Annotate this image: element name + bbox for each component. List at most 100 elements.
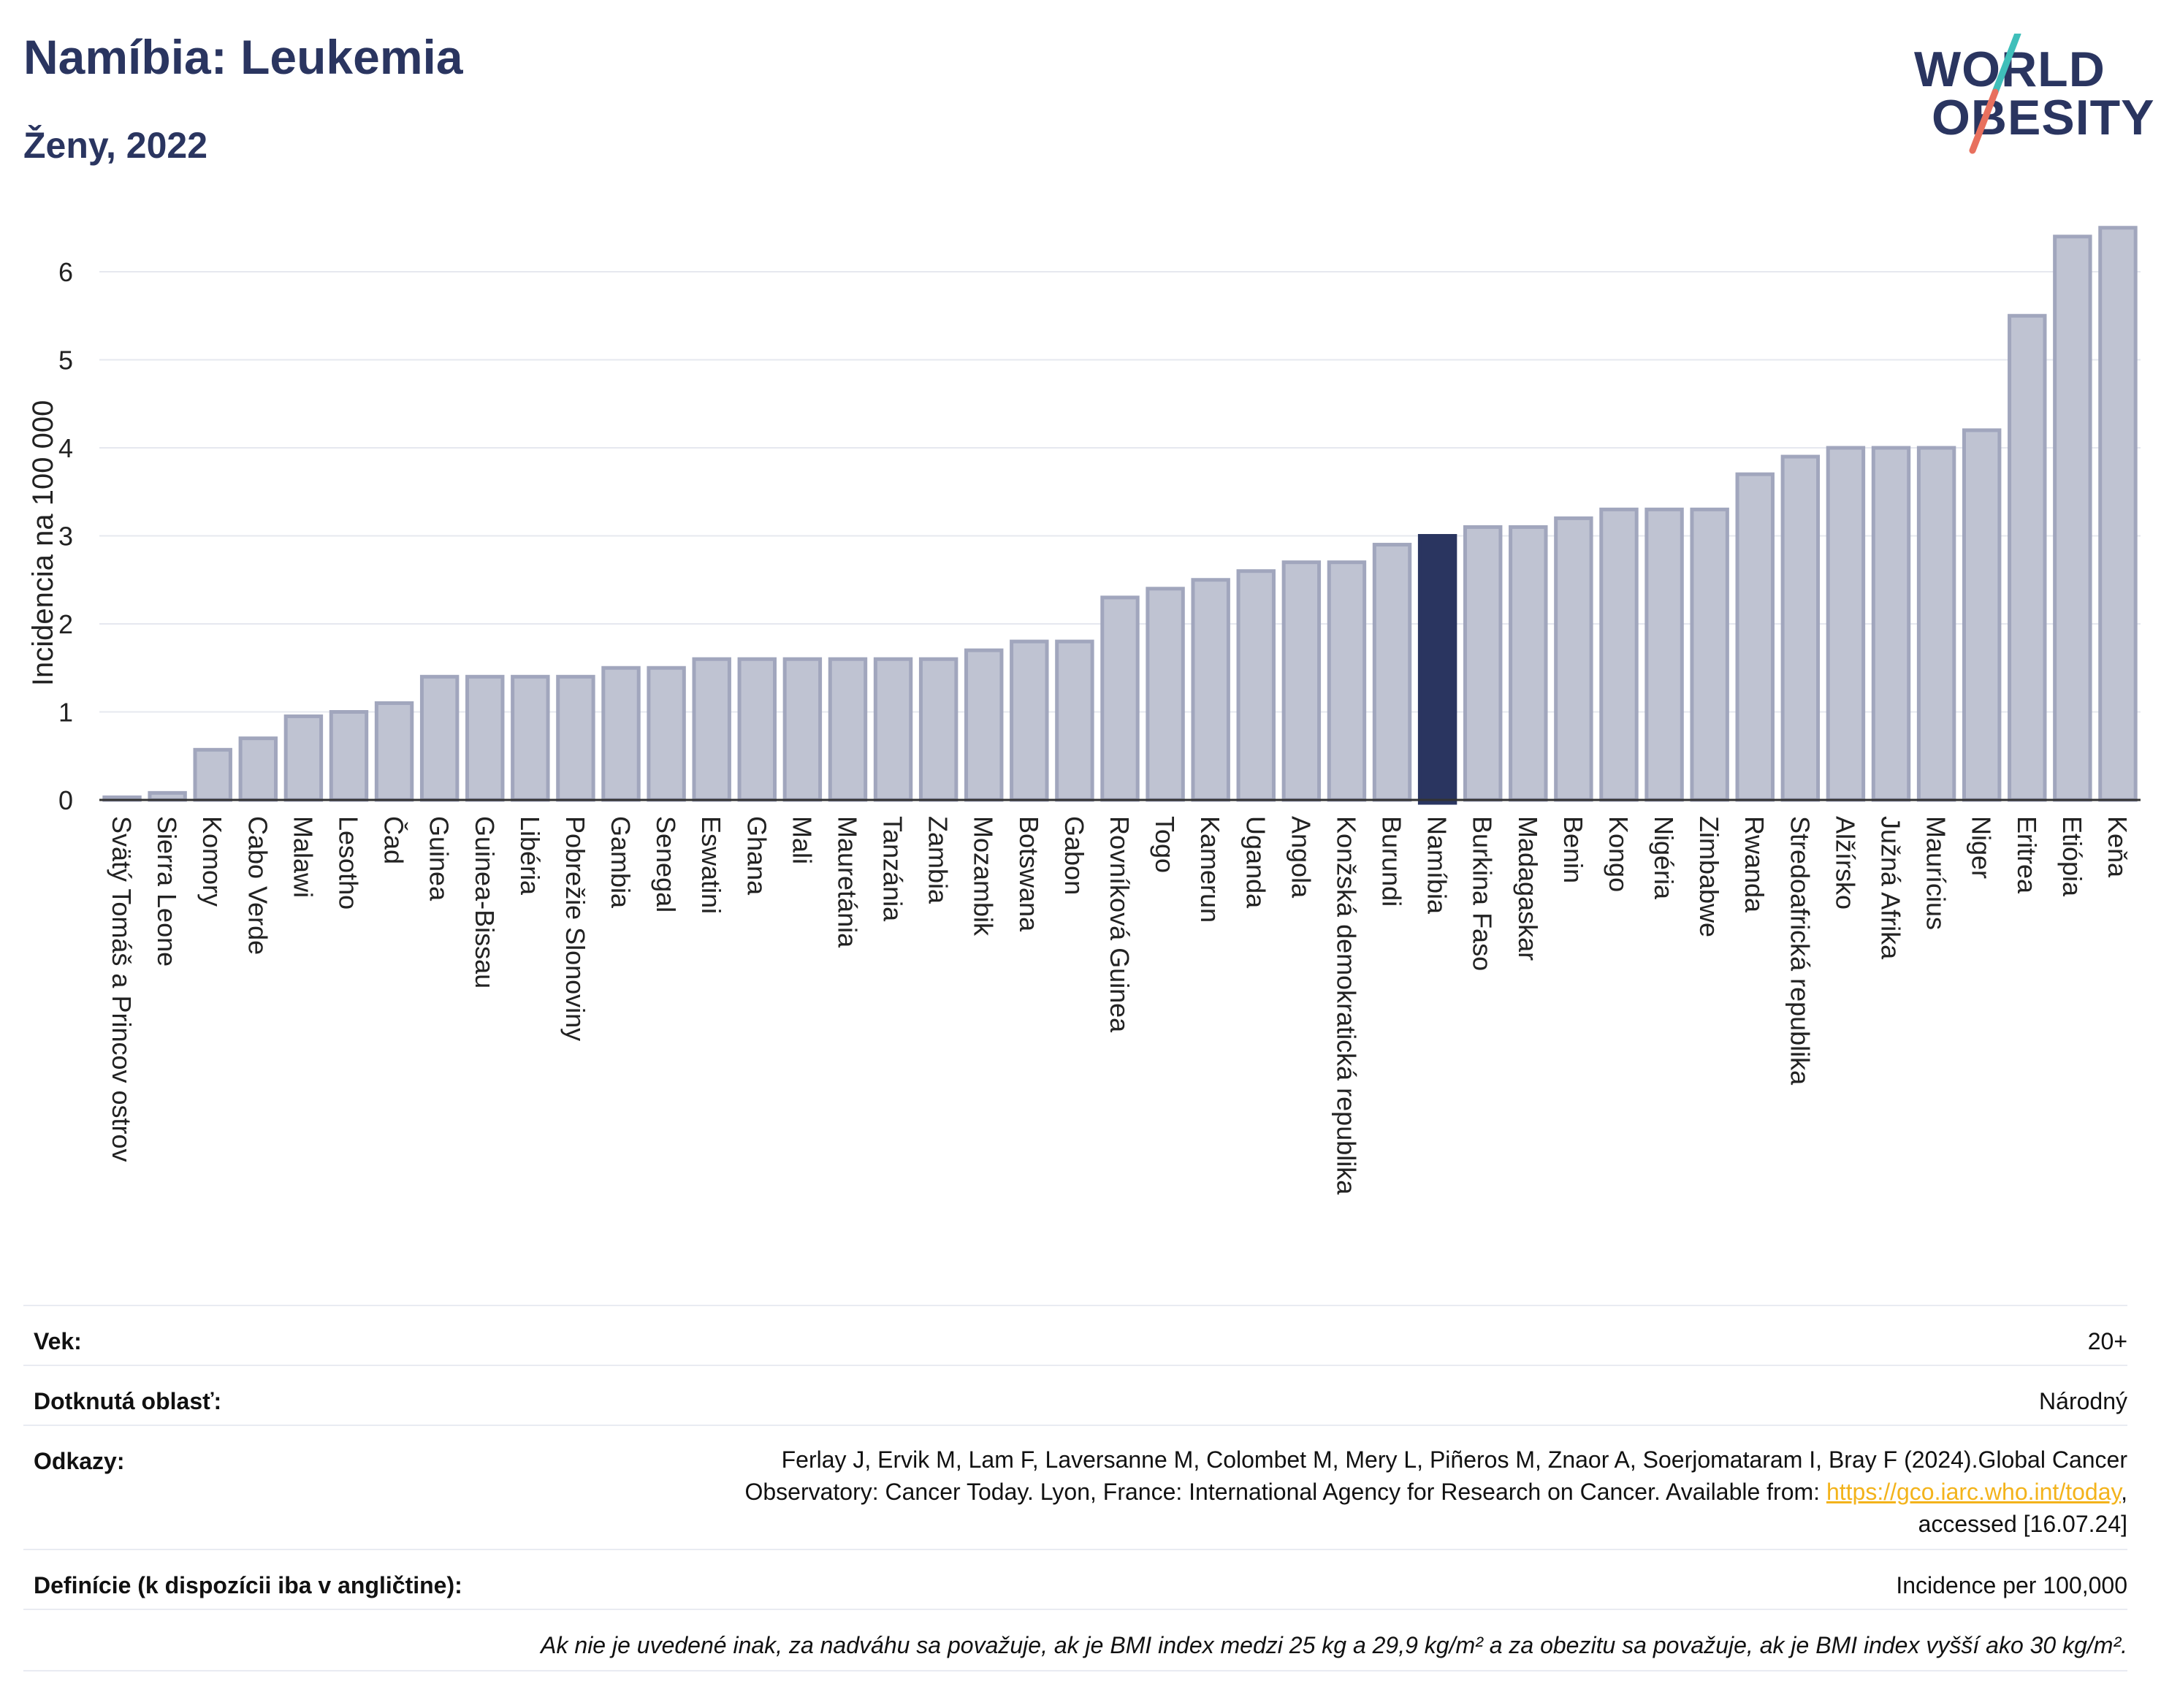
references-line-1: Ferlay J, Ervik M, Lam F, Laversanne M, … — [781, 1446, 2127, 1473]
x-tick-label: Libéria — [515, 816, 545, 896]
age-label: Vek: — [34, 1328, 82, 1354]
references-text: Ferlay J, Ervik M, Lam F, Laversanne M, … — [744, 1444, 2127, 1540]
x-tick-label: Kamerun — [1195, 816, 1225, 923]
bar — [647, 666, 686, 802]
y-axis-label: Incidencia na 100 000 — [27, 400, 59, 686]
bar — [692, 657, 731, 802]
bar — [964, 648, 1004, 802]
bar — [193, 747, 232, 802]
y-tick-label: 1 — [58, 698, 73, 728]
x-tick-label: Keňa — [2103, 816, 2133, 878]
x-tick-label: Zimbabwe — [1694, 816, 1724, 937]
chart-subtitle: Ženy, 2022 — [23, 125, 208, 166]
y-tick-label: 2 — [58, 609, 73, 639]
x-tick-label: Madagaskar — [1513, 816, 1543, 961]
bar — [918, 657, 958, 802]
world-obesity-logo: WORLD OBESITY — [1899, 34, 2154, 158]
x-tick-label: Guinea — [424, 816, 454, 901]
y-tick-label: 6 — [58, 257, 73, 287]
definitions-label: Definície (k dispozícii iba v angličtine… — [34, 1572, 462, 1598]
x-tick-label: Kongo — [1604, 816, 1634, 892]
age-value: 20+ — [2087, 1328, 2127, 1354]
references-line-2: Observatory: Cancer Today. Lyon, France:… — [744, 1476, 2127, 1508]
bar — [1962, 428, 2002, 802]
bar — [1554, 516, 1593, 802]
bar — [419, 674, 460, 802]
x-tick-label: Gambia — [606, 816, 636, 909]
x-tick-label: Mali — [787, 816, 817, 864]
x-tick-label: Stredoafrická republika — [1785, 816, 1815, 1086]
x-tick-label: Konžská demokratická republika — [1331, 816, 1361, 1195]
x-tick-label: Lesotho — [333, 816, 363, 910]
bar — [1690, 507, 1729, 802]
references-line-2-text: Observatory: Cancer Today. Lyon, France:… — [744, 1479, 1826, 1505]
bar — [283, 714, 324, 802]
bar — [1509, 525, 1548, 802]
info-row-age: Vek: 20+ — [23, 1305, 2127, 1366]
x-tick-label: Mozambik — [969, 816, 999, 937]
bar — [2053, 235, 2092, 802]
bar — [374, 701, 414, 802]
references-line-3: accessed [16.07.24] — [1918, 1511, 2127, 1537]
y-tick-labels: 0 1 2 3 4 5 6 — [58, 257, 73, 815]
bar — [2098, 226, 2138, 802]
x-tick-label: Etiópia — [2057, 816, 2087, 897]
x-tick-label: Mauretánia — [832, 816, 862, 948]
bar — [737, 657, 777, 802]
bar — [556, 674, 595, 802]
x-tick-label: Rwanda — [1739, 816, 1769, 913]
x-tick-label: Cabo Verde — [243, 816, 272, 955]
bar — [828, 657, 868, 802]
bar — [329, 710, 369, 802]
x-tick-label: Tanzánia — [878, 816, 908, 922]
x-tick-label: Komory — [197, 816, 227, 907]
bar — [1055, 639, 1094, 802]
bar — [1372, 543, 1412, 802]
bar — [1281, 560, 1322, 802]
x-tick-label: Sierra Leone — [152, 816, 182, 967]
bar — [1916, 446, 1956, 802]
x-tick-label: Čad — [379, 816, 409, 864]
bar — [1417, 534, 1457, 805]
x-tick-label: Nigéria — [1649, 816, 1679, 900]
bar — [1599, 507, 1639, 802]
x-tick-label: Rovníková Guinea — [1105, 816, 1135, 1033]
bmi-note: Ak nie je uvedené inak, za nadváhu sa po… — [541, 1632, 2127, 1658]
x-tick-label: Namíbia — [1422, 816, 1452, 915]
bar — [1327, 560, 1367, 802]
definitions-value: Incidence per 100,000 — [1896, 1572, 2127, 1598]
bar — [2008, 313, 2047, 802]
info-row-note: Ak nie je uvedené inak, za nadváhu sa po… — [23, 1609, 2127, 1671]
x-tick-label: Alžírsko — [1830, 816, 1860, 910]
bar — [1780, 454, 1821, 802]
y-tick-label: 5 — [58, 346, 73, 375]
x-tick-label: Togo — [1150, 816, 1180, 873]
area-label: Dotknutá oblasť: — [34, 1388, 222, 1414]
bar — [873, 657, 913, 802]
bar — [601, 666, 641, 802]
x-tick-label: Niger — [1967, 816, 1997, 879]
x-tick-label: Burkina Faso — [1468, 816, 1498, 971]
x-tick-label: Burundi — [1377, 816, 1407, 907]
bar — [1871, 446, 1911, 802]
y-tick-label: 4 — [58, 433, 73, 463]
references-label: Odkazy: — [34, 1448, 125, 1474]
bar — [1236, 569, 1276, 802]
info-row-references: Odkazy: Ferlay J, Ervik M, Lam F, Lavers… — [23, 1425, 2127, 1550]
bar — [511, 674, 550, 802]
x-tick-label: Eritrea — [2012, 816, 2042, 894]
bar — [465, 674, 505, 802]
chart-title: Namíbia: Leukemia — [23, 30, 463, 84]
bar — [1191, 578, 1230, 802]
x-tick-label: Guinea-Bissau — [470, 816, 500, 988]
bar — [238, 736, 278, 802]
x-tick-labels: Svätý Tomáš a Princov ostrov Sierra Leone… — [107, 816, 2133, 1195]
info-row-definitions: Definície (k dispozícii iba v angličtine… — [23, 1549, 2127, 1610]
x-tick-label: Gabon — [1059, 816, 1089, 895]
x-tick-label: Zambia — [923, 816, 953, 904]
x-tick-label: Malawi — [288, 816, 318, 898]
bar — [1463, 525, 1503, 802]
references-link[interactable]: https://gco.iarc.who.int/today — [1826, 1479, 2122, 1505]
x-tick-label: Uganda — [1240, 816, 1270, 909]
x-tick-label: Angola — [1286, 816, 1316, 899]
